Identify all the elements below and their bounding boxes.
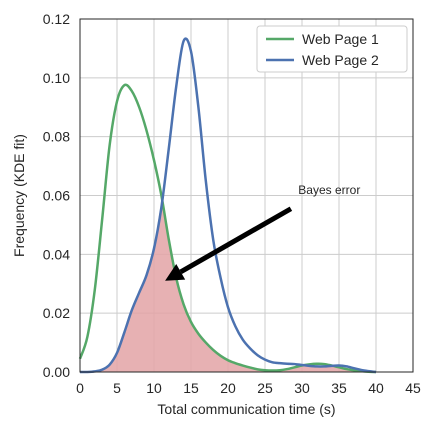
y-tick-label: 0.02	[43, 305, 70, 321]
series-line-web-page-1	[78, 83, 377, 374]
y-tick-label: 0.00	[43, 364, 70, 380]
series-line-web-page-2	[79, 37, 377, 374]
y-tick-label: 0.04	[43, 246, 70, 262]
x-tick-label: 0	[76, 380, 84, 396]
y-axis-ticks: 0.00 0.02 0.04 0.06 0.08 0.10 0.12	[43, 11, 70, 380]
x-tick-label: 10	[146, 380, 162, 396]
y-tick-label: 0.08	[43, 129, 70, 145]
annotation-text: Bayes error	[298, 183, 360, 197]
x-tick-label: 35	[331, 380, 347, 396]
y-tick-label: 0.06	[43, 188, 70, 204]
x-tick-label: 15	[183, 380, 199, 396]
x-tick-label: 25	[257, 380, 273, 396]
x-tick-label: 40	[368, 380, 384, 396]
x-tick-label: 5	[113, 380, 121, 396]
legend: Web Page 1 Web Page 2	[256, 25, 408, 73]
legend-box	[256, 25, 408, 73]
y-tick-label: 0.12	[43, 11, 70, 27]
annotation-arrow-head	[165, 264, 186, 281]
y-axis-label: Frequency (KDE fit)	[11, 134, 27, 257]
x-axis-ticks: 0 5 10 15 20 25 30 35 40 45	[76, 380, 421, 396]
legend-label-web-page-1: Web Page 1	[302, 31, 379, 47]
x-tick-label: 45	[405, 380, 421, 396]
bayes-error-region	[80, 207, 376, 373]
legend-label-web-page-2: Web Page 2	[302, 52, 379, 68]
x-tick-label: 20	[220, 380, 236, 396]
plot-frame	[79, 18, 414, 373]
x-axis-label: Total communication time (s)	[157, 401, 335, 417]
x-tick-label: 30	[294, 380, 310, 396]
bayes-error-annotation: Bayes error	[165, 183, 360, 281]
annotation-arrow-shaft	[179, 206, 293, 275]
y-tick-label: 0.10	[43, 70, 70, 86]
